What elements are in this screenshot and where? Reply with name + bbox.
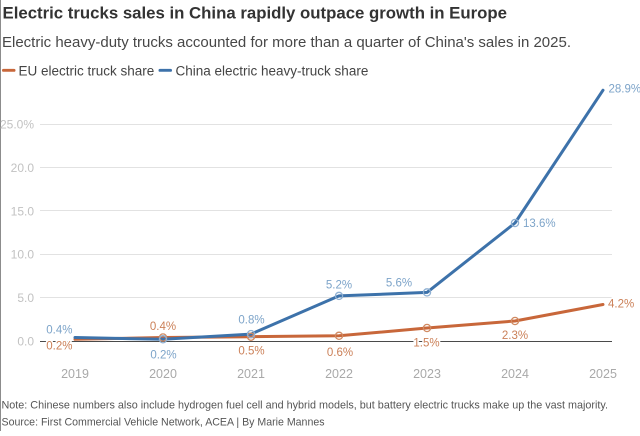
svg-text:0.4%: 0.4%	[46, 325, 72, 337]
svg-text:2020: 2020	[149, 367, 177, 381]
svg-text:2022: 2022	[325, 367, 353, 381]
svg-text:Electric heavy-duty trucks acc: Electric heavy-duty trucks accounted for…	[2, 34, 571, 51]
svg-text:2023: 2023	[413, 367, 441, 381]
svg-text:0.4%: 0.4%	[150, 321, 176, 333]
svg-text:0.6%: 0.6%	[327, 347, 353, 359]
svg-text:1.5%: 1.5%	[413, 338, 439, 350]
svg-text:0.2%: 0.2%	[150, 350, 176, 362]
svg-text:China electric heavy-truck sha: China electric heavy-truck share	[176, 63, 369, 78]
svg-text:15.0: 15.0	[11, 204, 35, 218]
svg-text:4.2%: 4.2%	[608, 299, 634, 311]
svg-text:5.2%: 5.2%	[326, 280, 352, 292]
svg-text:2019: 2019	[61, 367, 89, 381]
svg-text:Source: First Commercial Vehic: Source: First Commercial Vehicle Network…	[2, 417, 325, 429]
svg-text:Note: Chinese numbers also inc: Note: Chinese numbers also include hydro…	[2, 400, 609, 412]
svg-text:2021: 2021	[237, 367, 265, 381]
svg-text:2024: 2024	[501, 367, 529, 381]
svg-text:20.0: 20.0	[11, 161, 35, 175]
svg-text:0.0: 0.0	[17, 335, 34, 349]
svg-text:10.0: 10.0	[11, 248, 35, 262]
svg-text:Electric trucks sales in China: Electric trucks sales in China rapidly o…	[3, 3, 508, 22]
svg-text:2.3%: 2.3%	[502, 330, 528, 342]
svg-text:0.8%: 0.8%	[238, 315, 264, 327]
svg-text:13.6%: 13.6%	[523, 218, 556, 230]
svg-text:0.5%: 0.5%	[238, 346, 264, 358]
svg-text:28.9%: 28.9%	[609, 84, 640, 96]
svg-text:0.2%: 0.2%	[46, 341, 72, 353]
svg-text:2025: 2025	[589, 367, 617, 381]
svg-text:EU electric truck share: EU electric truck share	[19, 63, 155, 78]
svg-text:5.6%: 5.6%	[386, 278, 412, 290]
svg-text:5.0: 5.0	[17, 291, 34, 305]
svg-text:25.0%: 25.0%	[0, 118, 34, 132]
